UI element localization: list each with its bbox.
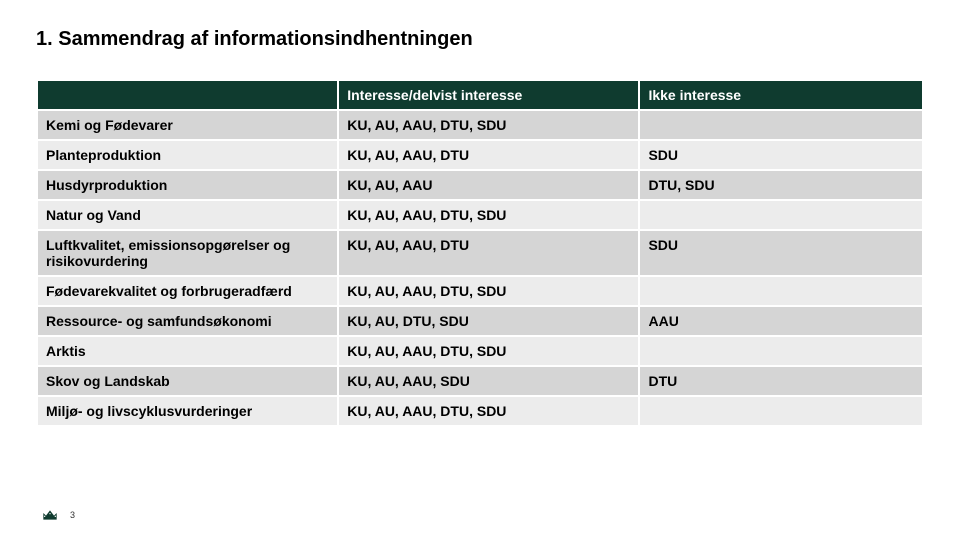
interest-table: Interesse/delvist interesse Ikke interes… — [36, 79, 924, 427]
table-row: Husdyrproduktion KU, AU, AAU DTU, SDU — [37, 170, 923, 200]
row-no-interest: SDU — [639, 230, 923, 276]
table-row: Arktis KU, AU, AAU, DTU, SDU — [37, 336, 923, 366]
row-label: Luftkvalitet, emissionsopgørelser og ris… — [37, 230, 338, 276]
row-no-interest: DTU — [639, 366, 923, 396]
row-label: Natur og Vand — [37, 200, 338, 230]
row-interest: KU, AU, AAU, DTU, SDU — [338, 336, 639, 366]
row-interest: KU, AU, DTU, SDU — [338, 306, 639, 336]
row-no-interest — [639, 110, 923, 140]
table-row: Miljø- og livscyklusvurderinger KU, AU, … — [37, 396, 923, 426]
table-row: Fødevarekvalitet og forbrugeradfærd KU, … — [37, 276, 923, 306]
footer: 3 — [42, 508, 75, 522]
row-label: Miljø- og livscyklusvurderinger — [37, 396, 338, 426]
row-interest: KU, AU, AAU, DTU — [338, 230, 639, 276]
row-interest: KU, AU, AAU, DTU, SDU — [338, 396, 639, 426]
row-no-interest — [639, 396, 923, 426]
table-body: Kemi og Fødevarer KU, AU, AAU, DTU, SDU … — [37, 110, 923, 426]
table-row: Skov og Landskab KU, AU, AAU, SDU DTU — [37, 366, 923, 396]
table-row: Natur og Vand KU, AU, AAU, DTU, SDU — [37, 200, 923, 230]
row-label: Arktis — [37, 336, 338, 366]
row-no-interest — [639, 336, 923, 366]
page-title: 1. Sammendrag af informationsindhentning… — [36, 28, 924, 51]
row-interest: KU, AU, AAU, SDU — [338, 366, 639, 396]
row-no-interest: SDU — [639, 140, 923, 170]
row-label: Fødevarekvalitet og forbrugeradfærd — [37, 276, 338, 306]
row-label: Planteproduktion — [37, 140, 338, 170]
row-label: Husdyrproduktion — [37, 170, 338, 200]
row-label: Kemi og Fødevarer — [37, 110, 338, 140]
table-header-row: Interesse/delvist interesse Ikke interes… — [37, 80, 923, 110]
crown-icon — [42, 508, 58, 522]
table-header-cell: Interesse/delvist interesse — [338, 80, 639, 110]
row-label: Ressource- og samfundsøkonomi — [37, 306, 338, 336]
row-no-interest — [639, 200, 923, 230]
row-interest: KU, AU, AAU, DTU, SDU — [338, 276, 639, 306]
page-number: 3 — [70, 510, 75, 520]
table-row: Kemi og Fødevarer KU, AU, AAU, DTU, SDU — [37, 110, 923, 140]
table-row: Ressource- og samfundsøkonomi KU, AU, DT… — [37, 306, 923, 336]
row-no-interest: AAU — [639, 306, 923, 336]
row-no-interest — [639, 276, 923, 306]
row-interest: KU, AU, AAU, DTU, SDU — [338, 200, 639, 230]
row-interest: KU, AU, AAU, DTU, SDU — [338, 110, 639, 140]
row-label: Skov og Landskab — [37, 366, 338, 396]
row-interest: KU, AU, AAU — [338, 170, 639, 200]
table-header-cell — [37, 80, 338, 110]
table-header-cell: Ikke interesse — [639, 80, 923, 110]
row-no-interest: DTU, SDU — [639, 170, 923, 200]
table-row: Planteproduktion KU, AU, AAU, DTU SDU — [37, 140, 923, 170]
table-row: Luftkvalitet, emissionsopgørelser og ris… — [37, 230, 923, 276]
row-interest: KU, AU, AAU, DTU — [338, 140, 639, 170]
